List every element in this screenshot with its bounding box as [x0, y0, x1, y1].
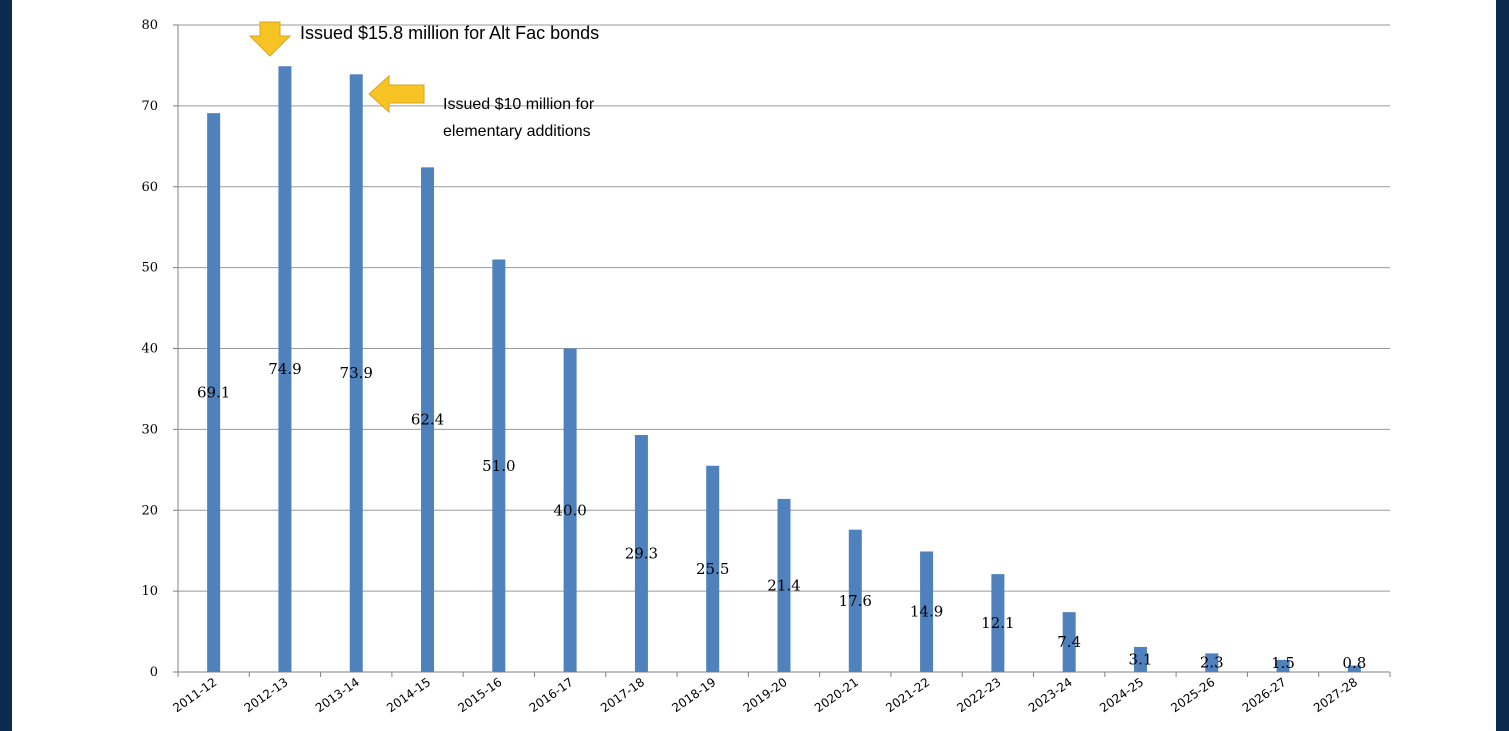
data-label: 25.5 [696, 560, 729, 578]
bar-2027-28 [1347, 665, 1361, 672]
y-tick-label: 40 [141, 342, 158, 357]
data-label: 51.0 [482, 457, 515, 475]
bar-2014-15 [421, 167, 435, 672]
bar-2026-27 [1276, 659, 1290, 672]
bar-2012-13 [278, 66, 292, 673]
bar-2013-14 [349, 74, 363, 673]
y-tick-label: 30 [141, 422, 158, 437]
y-tick-label: 10 [141, 584, 158, 599]
y-tick-label: 70 [141, 99, 158, 114]
data-label: 0.8 [1342, 654, 1366, 672]
annotation-elementary-line2: elementary additions [443, 123, 591, 140]
data-label: 73.9 [340, 364, 373, 382]
data-label: 1.5 [1271, 654, 1295, 672]
data-label: 12.1 [981, 614, 1014, 632]
y-tick-label: 20 [141, 503, 158, 518]
data-label: 40.0 [553, 501, 586, 519]
annotation-alt-fac: Issued $15.8 million for Alt Fac bonds [248, 21, 599, 57]
data-labels: 69.1 74.9 73.9 62.4 51.0 40.0 29.3 25.5 21.4 17.6… [197, 360, 1366, 672]
bar-2021-22 [920, 551, 934, 672]
y-tick-label: 60 [141, 180, 158, 195]
data-label: 74.9 [268, 360, 301, 378]
data-label: 21.4 [767, 576, 800, 594]
right-border [1496, 0, 1509, 731]
bar-2022-23 [991, 574, 1005, 672]
y-tick-label: 0 [150, 665, 158, 680]
bar-2016-17 [563, 348, 577, 672]
bar-2023-24 [1062, 612, 1076, 672]
data-label: 29.3 [625, 545, 658, 563]
data-label: 3.1 [1129, 650, 1153, 668]
bar-2019-20 [777, 498, 791, 672]
bar-2017-18 [634, 435, 648, 672]
data-label: 14.9 [910, 603, 943, 621]
data-label: 17.6 [839, 592, 872, 610]
bars [207, 66, 1361, 673]
bar-2020-21 [848, 529, 862, 672]
y-tick-label: 80 [141, 18, 158, 33]
y-axis-ticks: 0 10 20 30 40 50 60 70 80 [141, 18, 178, 680]
left-border [0, 0, 8, 731]
bar-2011-12 [207, 113, 221, 672]
annotation-elementary: Issued $10 million for elementary additi… [368, 74, 595, 140]
data-label: 7.4 [1057, 633, 1081, 651]
data-label: 62.4 [411, 411, 444, 429]
chart-background [12, 0, 1496, 731]
left-arrow-icon [368, 74, 425, 114]
data-label: 69.1 [197, 384, 230, 402]
annotation-elementary-line1: Issued $10 million for [443, 96, 595, 113]
data-label: 2.3 [1200, 654, 1224, 672]
y-tick-label: 50 [141, 261, 158, 276]
down-arrow-icon [248, 21, 292, 57]
bar-2025-26 [1205, 653, 1219, 672]
bar-2015-16 [492, 259, 506, 672]
annotation-alt-fac-text: Issued $15.8 million for Alt Fac bonds [300, 23, 599, 43]
bar-2024-25 [1133, 646, 1147, 672]
bar-2018-19 [706, 465, 720, 672]
